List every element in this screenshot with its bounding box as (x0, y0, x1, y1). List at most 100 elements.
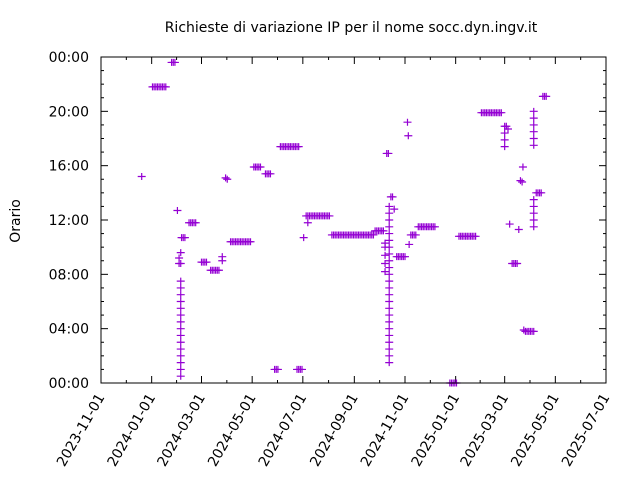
data-point (529, 223, 538, 231)
data-point (516, 177, 525, 185)
y-axis-label: Orario (8, 199, 24, 243)
data-point (529, 216, 538, 224)
data-point (176, 338, 185, 346)
data-point (529, 327, 538, 335)
data-point (384, 149, 393, 157)
data-point (299, 234, 308, 242)
data-point (514, 226, 523, 234)
data-point (385, 331, 394, 339)
data-point (325, 212, 334, 220)
y-tick-label: 00:00 (49, 376, 89, 392)
data-point (385, 291, 394, 299)
data-point (266, 170, 275, 178)
data-point (537, 189, 546, 197)
data-point (403, 118, 412, 126)
data-point (385, 345, 394, 353)
data-point (381, 268, 390, 276)
data-point (411, 231, 420, 239)
data-point (500, 136, 509, 144)
data-point (400, 253, 409, 261)
data-point (405, 240, 414, 248)
data-point (218, 257, 227, 265)
data-point (385, 264, 394, 272)
data-point (529, 196, 538, 204)
data-points (137, 58, 551, 387)
x-tick-label: 2024-01-01 (105, 391, 160, 469)
data-point (513, 259, 522, 267)
data-point (298, 365, 307, 373)
data-point (430, 223, 439, 231)
data-point (385, 304, 394, 312)
data-point (176, 304, 185, 312)
data-point (273, 365, 282, 373)
x-tick-label: 2025-05-01 (508, 391, 563, 469)
chart-title: Richieste di variazione IP per il nome s… (165, 20, 538, 36)
data-point (176, 365, 185, 373)
axis-ticks: 00:0004:0008:0012:0016:0020:0000:002023-… (49, 50, 614, 469)
data-point (529, 121, 538, 129)
data-point (385, 298, 394, 305)
data-point (385, 325, 394, 333)
data-point (191, 219, 200, 227)
y-tick-label: 16:00 (49, 159, 89, 175)
data-point (176, 359, 185, 367)
x-tick-label: 2023-11-01 (54, 391, 109, 469)
data-point (221, 174, 230, 182)
x-tick-label: 2024-09-01 (307, 391, 362, 469)
data-point (176, 372, 185, 380)
data-point (385, 216, 394, 224)
y-tick-label: 04:00 (49, 322, 89, 338)
data-point (176, 331, 185, 339)
data-point (176, 291, 185, 299)
y-tick-label: 12:00 (49, 213, 89, 229)
data-point (379, 227, 388, 235)
data-point (294, 143, 303, 151)
data-point (385, 352, 394, 360)
data-point (385, 270, 394, 278)
data-point (385, 243, 394, 251)
y-tick-label: 08:00 (49, 267, 89, 283)
data-point (385, 209, 394, 217)
data-point (471, 232, 480, 240)
x-tick-label: 2025-01-01 (409, 391, 464, 469)
data-point (503, 125, 512, 133)
data-point (385, 236, 394, 244)
data-point (388, 193, 397, 201)
data-point (202, 258, 211, 266)
data-point (176, 325, 185, 333)
data-point (214, 266, 223, 274)
x-tick-label: 2024-03-01 (154, 391, 209, 469)
data-point (256, 163, 265, 171)
data-point (385, 223, 394, 231)
data-point (369, 231, 378, 239)
data-point (176, 284, 185, 292)
data-point (170, 58, 179, 66)
data-point (176, 249, 185, 257)
data-point (529, 114, 538, 122)
data-point (518, 163, 527, 171)
y-tick-label: 00:00 (49, 50, 89, 66)
x-tick-label: 2024-11-01 (358, 391, 413, 469)
data-point (381, 239, 390, 247)
data-point (385, 338, 394, 346)
data-point (385, 257, 394, 265)
data-point (385, 250, 394, 258)
data-point (176, 311, 185, 319)
data-point (176, 318, 185, 326)
data-point (518, 178, 527, 186)
data-point (390, 205, 399, 213)
data-point (176, 298, 185, 305)
data-point (223, 175, 232, 183)
data-point (500, 129, 509, 137)
data-point (303, 219, 312, 227)
x-tick-label: 2024-07-01 (256, 391, 311, 469)
data-point (529, 141, 538, 149)
data-point (505, 220, 514, 228)
data-point (176, 277, 185, 285)
data-point (381, 251, 390, 259)
data-point (385, 311, 394, 319)
y-tick-label: 20:00 (49, 104, 89, 120)
data-point (161, 83, 170, 91)
data-point (176, 345, 185, 353)
data-point (529, 128, 538, 136)
